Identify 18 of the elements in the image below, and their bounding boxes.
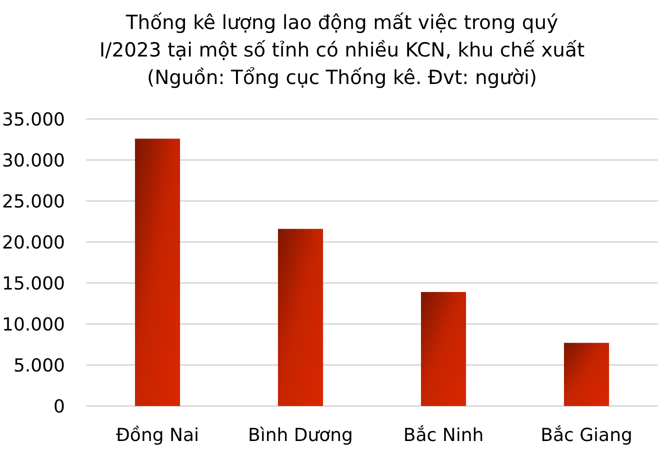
x-tick-label: Bình Dương bbox=[248, 425, 354, 446]
x-tick-label: Bắc Ninh bbox=[403, 425, 484, 446]
bar bbox=[564, 342, 610, 406]
bar bbox=[278, 228, 324, 406]
y-tick-label: 30.000 bbox=[2, 150, 65, 172]
y-tick-label: 25.000 bbox=[2, 191, 65, 212]
text: (Nguồn: Tổng cục Thống kê. Đvt: người) bbox=[146, 66, 538, 89]
x-tick-label: Bắc Giang bbox=[540, 425, 632, 446]
bar bbox=[420, 292, 466, 406]
y-tick-label: 10.000 bbox=[2, 314, 65, 336]
bar bbox=[134, 138, 180, 406]
chart-title: Thống kê lượng lao động mất việc trong quý I/2023 tại một số tỉnh có nhiều KCN, khu chế xuất bbox=[99, 11, 585, 62]
y-tick-label: 15.000 bbox=[2, 273, 65, 294]
y-tick-label: 35.000 bbox=[2, 109, 65, 130]
y-tick-label: 20.000 bbox=[2, 232, 65, 254]
y-tick-label: 0 bbox=[54, 396, 65, 418]
x-tick-label: Đồng Nai bbox=[116, 425, 200, 446]
y-tick-label: 5.000 bbox=[13, 355, 65, 376]
